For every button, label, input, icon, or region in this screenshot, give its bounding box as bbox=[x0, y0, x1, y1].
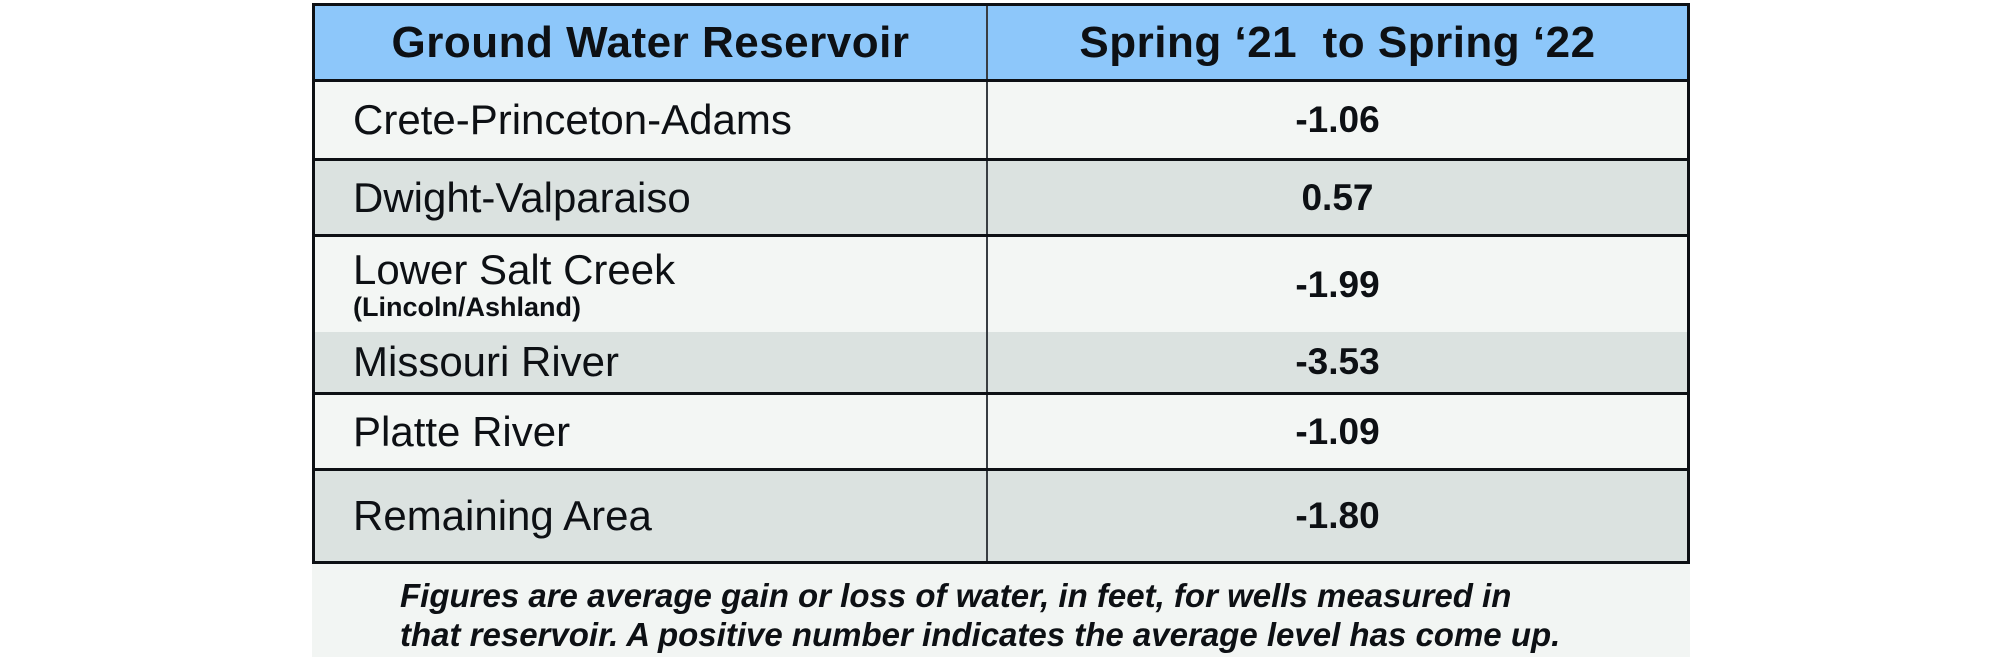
footnote-line-1: Figures are average gain or loss of wate… bbox=[400, 577, 1512, 614]
value-cell: -1.09 bbox=[986, 395, 1687, 468]
column-header-period: Spring ‘21 to Spring ‘22 bbox=[986, 6, 1687, 79]
reservoir-name: Lower Salt Creek bbox=[353, 245, 676, 293]
reservoir-subname: (Lincoln/Ashland) bbox=[353, 291, 581, 322]
reservoir-name-cell: Platte River bbox=[353, 407, 571, 455]
table-row: Lower Salt Creek (Lincoln/Ashland) -1.99 bbox=[315, 237, 1687, 332]
groundwater-table: Ground Water Reservoir Spring ‘21 to Spr… bbox=[312, 3, 1690, 564]
table-row: Crete-Princeton-Adams -1.06 bbox=[315, 82, 1687, 161]
reservoir-name-cell: Remaining Area bbox=[353, 492, 652, 539]
table-header-row: Ground Water Reservoir Spring ‘21 to Spr… bbox=[315, 6, 1687, 82]
column-header-reservoir: Ground Water Reservoir bbox=[391, 17, 910, 67]
value-cell: -1.80 bbox=[986, 471, 1687, 561]
reservoir-name-cell: Missouri River bbox=[353, 338, 620, 385]
footnote-line-2: that reservoir. A positive number indica… bbox=[400, 616, 1561, 653]
groundwater-table-figure: Ground Water Reservoir Spring ‘21 to Spr… bbox=[312, 3, 1690, 657]
table-footnote: Figures are average gain or loss of wate… bbox=[312, 564, 1690, 657]
value-cell: -3.53 bbox=[986, 332, 1687, 392]
reservoir-name-cell: Crete-Princeton-Adams bbox=[353, 96, 792, 143]
reservoir-name-cell: Dwight-Valparaiso bbox=[353, 173, 691, 221]
table-row: Platte River -1.09 bbox=[315, 395, 1687, 471]
table-row: Missouri River -3.53 bbox=[315, 332, 1687, 395]
table-row: Dwight-Valparaiso 0.57 bbox=[315, 161, 1687, 237]
reservoir-name-cell: Lower Salt Creek (Lincoln/Ashland) bbox=[315, 237, 986, 332]
table-row: Remaining Area -1.80 bbox=[315, 471, 1687, 561]
value-cell: 0.57 bbox=[986, 161, 1687, 234]
value-cell: -1.99 bbox=[986, 237, 1687, 332]
value-cell: -1.06 bbox=[986, 82, 1687, 158]
